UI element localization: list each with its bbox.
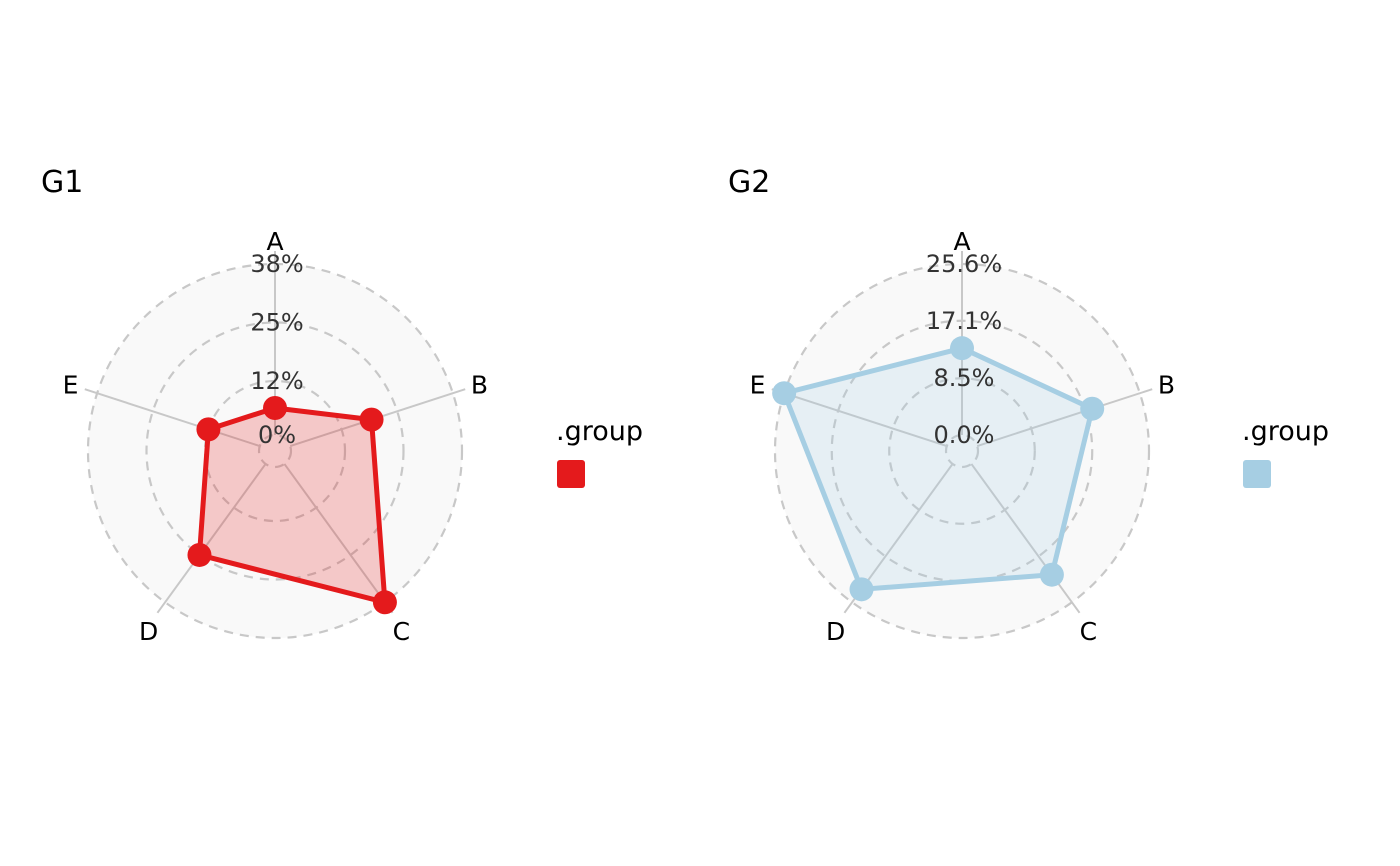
data-point xyxy=(849,577,874,602)
grid-circle xyxy=(257,433,293,469)
category-label: C xyxy=(1080,617,1097,646)
grid-label: 25% xyxy=(250,309,303,337)
series-polygon xyxy=(781,345,1095,592)
category-label: E xyxy=(750,371,766,400)
data-point xyxy=(263,396,287,420)
grid-circle xyxy=(888,377,1036,525)
grid-label: 25.6% xyxy=(926,250,1002,278)
radar-background xyxy=(775,264,1149,638)
data-point xyxy=(359,407,384,432)
grid-label: 38% xyxy=(250,250,303,278)
axis-spoke xyxy=(84,388,261,448)
grid-circle xyxy=(830,319,1094,583)
legend-title: .group xyxy=(1242,416,1329,447)
axis-spoke xyxy=(771,388,948,448)
axis-spoke xyxy=(970,463,1081,614)
category-label: A xyxy=(953,227,970,256)
grid-label: 0% xyxy=(258,421,296,449)
legend-swatch xyxy=(557,460,585,488)
panel-title: G1 xyxy=(41,165,83,200)
category-label: C xyxy=(393,617,410,646)
legend-swatch xyxy=(1243,460,1271,488)
data-point xyxy=(950,336,974,361)
radar-panel-g1: G1 0% 12% 25% 38%A B C D E .group xyxy=(41,165,643,646)
grid-circle xyxy=(145,321,405,581)
grid-label: 12% xyxy=(250,367,303,395)
grid-label: 0.0% xyxy=(934,421,995,449)
grid-circle xyxy=(944,433,980,469)
data-point xyxy=(196,417,221,442)
axis-spoke xyxy=(156,463,267,614)
data-point xyxy=(1039,562,1064,587)
category-label: B xyxy=(471,371,488,400)
category-label: B xyxy=(1158,371,1175,400)
data-point xyxy=(372,590,397,615)
legend-title: .group xyxy=(556,416,643,447)
data-point xyxy=(187,542,212,567)
grid-label: 8.5% xyxy=(934,364,995,392)
radar-background xyxy=(88,264,462,638)
category-label: A xyxy=(266,227,283,256)
data-point xyxy=(1080,396,1105,421)
category-label: D xyxy=(826,617,845,646)
category-label: E xyxy=(63,371,79,400)
data-point xyxy=(772,381,797,406)
radar-panel-g2: G2 0.0% 8.5% 17.1% 25.6%A B C D E .group xyxy=(728,165,1329,646)
axis-spoke xyxy=(976,388,1153,448)
panel-title: G2 xyxy=(728,165,770,200)
grid-circle xyxy=(773,262,1151,640)
grid-circle xyxy=(86,262,464,640)
grid-circle xyxy=(203,379,347,523)
grid-label: 17.1% xyxy=(926,307,1002,335)
axis-spoke xyxy=(283,463,394,614)
category-label: D xyxy=(139,617,158,646)
